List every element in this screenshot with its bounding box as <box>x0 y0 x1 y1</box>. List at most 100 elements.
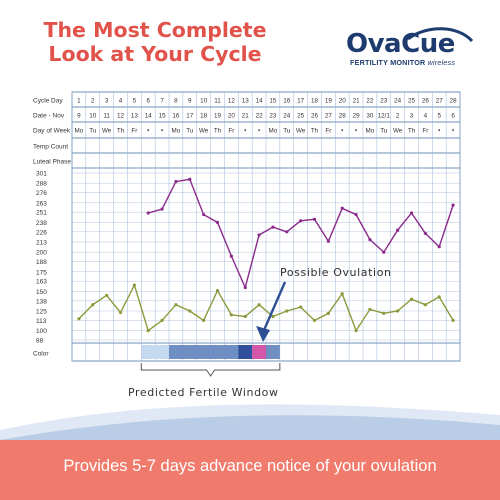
cycle-day-cell: 25 <box>408 98 416 105</box>
y-tick-label: 175 <box>36 269 47 276</box>
cycle-day-cell: 7 <box>160 98 164 105</box>
series-line-2 <box>78 283 454 333</box>
logo-brand-part2: Cue <box>401 29 455 59</box>
series-point-2 <box>202 318 206 322</box>
series-point-1 <box>285 230 289 234</box>
weekday-cell: • <box>438 128 440 135</box>
row-label: Day of Week <box>33 128 71 135</box>
weekday-cell: Tu <box>186 128 194 135</box>
logo-wordmark: OvaCue <box>346 30 476 58</box>
ovulation-arrow <box>262 281 287 331</box>
series-point-2 <box>105 293 109 297</box>
weekday-cell: Th <box>408 128 416 135</box>
series-point-2 <box>326 311 330 315</box>
series-point-2 <box>340 292 344 296</box>
series-point-2 <box>146 328 150 333</box>
logo-subtitle-text: FERTILITY MONITOR <box>350 58 426 67</box>
series-point-2 <box>409 297 414 301</box>
color-bar-segment <box>238 345 253 359</box>
date-cell: 10 <box>89 113 97 120</box>
series-point-1 <box>146 211 150 215</box>
series-point-1 <box>229 254 233 258</box>
series-point-2 <box>77 317 81 321</box>
cycle-day-cell: 27 <box>436 98 444 105</box>
logo-arc-icon <box>407 27 474 43</box>
series-point-2 <box>160 318 164 322</box>
y-tick-label: 276 <box>36 190 47 197</box>
series-point-2 <box>188 309 192 313</box>
series-point-2 <box>118 310 123 315</box>
row-label: Date - Nov <box>33 113 65 120</box>
headline: The Most Complete Look at Your Cycle <box>30 18 280 66</box>
y-tick-label: 100 <box>36 328 47 335</box>
weekday-cell: • <box>244 128 246 135</box>
weekday-cell: • <box>147 128 149 135</box>
y-tick-label: 226 <box>36 229 47 236</box>
cycle-day-cell: 6 <box>146 98 150 105</box>
series-point-1 <box>396 228 400 232</box>
date-cell: 19 <box>214 113 222 120</box>
y-tick-label: 301 <box>36 171 47 178</box>
cycle-day-cell: 24 <box>394 98 402 105</box>
date-cell: 27 <box>325 113 333 120</box>
series-point-2 <box>437 295 441 299</box>
series-point-1 <box>174 180 178 184</box>
cycle-day-cell: 20 <box>339 98 347 105</box>
series-point-1 <box>326 239 330 243</box>
y-tick-label: 88 <box>36 338 44 345</box>
series-point-2 <box>368 307 372 312</box>
date-cell: 23 <box>269 113 277 120</box>
date-cell: 6 <box>451 113 455 120</box>
weekday-cell: Fr <box>325 128 331 135</box>
series-point-1 <box>382 250 386 254</box>
series-point-2 <box>423 303 427 307</box>
weekday-cell: Mo <box>75 128 84 135</box>
tagline: Provides 5-7 days advance notice of your… <box>63 457 437 475</box>
series-point-2 <box>132 283 136 287</box>
series-point-2 <box>382 311 386 315</box>
cycle-day-cell: 19 <box>325 98 333 105</box>
weekday-cell: • <box>355 128 357 135</box>
color-bar-segment <box>266 345 280 359</box>
row-label: Temp Count <box>33 144 68 151</box>
cycle-day-cell: 17 <box>297 98 305 105</box>
series-point-2 <box>91 303 95 307</box>
weekday-cell: Th <box>117 128 125 135</box>
cycle-day-cell: 21 <box>353 98 361 105</box>
series-point-1 <box>409 211 414 215</box>
weekday-cell: Th <box>311 128 319 135</box>
row-label: Color <box>33 351 49 358</box>
weekday-cell: Tu <box>380 128 388 135</box>
color-bar-segment <box>141 345 169 359</box>
weekday-cell: We <box>393 128 403 135</box>
tagline-banner <box>0 440 500 500</box>
series-point-1 <box>423 231 427 235</box>
cycle-day-cell: 2 <box>91 98 95 105</box>
cycle-day-cell: 14 <box>256 98 264 105</box>
date-cell: 16 <box>172 113 180 120</box>
date-cell: 15 <box>159 113 167 120</box>
date-cell: 26 <box>311 113 319 120</box>
series-point-1 <box>215 220 220 224</box>
row-label: Luteal Phase <box>33 159 71 166</box>
date-cell: 11 <box>103 113 110 120</box>
weekday-cell: • <box>452 128 454 135</box>
series-point-2 <box>271 314 275 319</box>
series-point-2 <box>299 305 303 309</box>
y-tick-label: 150 <box>36 289 47 296</box>
y-tick-label: 288 <box>36 181 47 188</box>
cycle-day-cell: 8 <box>174 98 178 105</box>
series-point-1 <box>188 177 192 181</box>
cycle-day-cell: 16 <box>283 98 291 105</box>
cycle-day-cell: 9 <box>188 98 192 105</box>
series-point-2 <box>257 303 261 307</box>
date-cell: 28 <box>339 113 347 120</box>
cycle-day-cell: 26 <box>422 98 430 105</box>
series-point-2 <box>396 309 400 313</box>
weekday-cell: Mo <box>366 128 375 135</box>
y-tick-label: 188 <box>36 259 47 266</box>
y-tick-label: 125 <box>36 308 47 315</box>
date-cell: 24 <box>283 113 291 120</box>
y-tick-label: 200 <box>36 250 47 257</box>
